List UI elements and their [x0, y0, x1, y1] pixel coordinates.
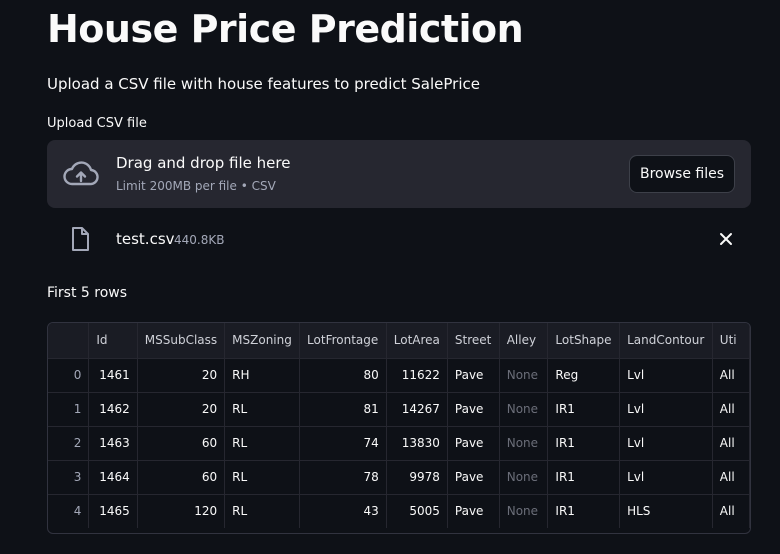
row-index: 4: [48, 494, 90, 528]
dropzone-limit: Limit 200MB per file • CSV: [116, 179, 276, 193]
cell-utilities: All: [712, 494, 750, 528]
cell-landcontour: Lvl: [619, 392, 713, 427]
table-caption: First 5 rows: [47, 285, 128, 301]
cell-lotfrontage: 43: [299, 494, 387, 528]
column-header-id[interactable]: Id: [88, 323, 138, 359]
cell-id: 1462: [88, 392, 138, 427]
table-row: 2 1463 60 RL 74 13830 Pave None IR1 Lvl …: [48, 426, 750, 461]
dropzone-instructions: Drag and drop file here: [116, 154, 291, 172]
cell-street: Pave: [447, 392, 500, 427]
cell-utilities: All: [712, 426, 750, 461]
cell-lotarea: 11622: [386, 358, 448, 393]
cell-alley: None: [499, 392, 549, 427]
table-row: 1 1462 20 RL 81 14267 Pave None IR1 Lvl …: [48, 392, 750, 427]
table-row: 0 1461 20 RH 80 11622 Pave None Reg Lvl …: [48, 358, 750, 393]
file-size: 440.8KB: [174, 233, 225, 247]
cell-mssubclass: 20: [137, 358, 226, 393]
cell-lotshape: IR1: [547, 392, 621, 427]
column-header-lotfrontage[interactable]: LotFrontage: [299, 323, 387, 359]
file-dropzone[interactable]: Drag and drop file here Limit 200MB per …: [47, 140, 751, 208]
cell-id: 1464: [88, 460, 138, 495]
cell-lotfrontage: 74: [299, 426, 387, 461]
page-title: House Price Prediction: [47, 7, 524, 51]
cell-id: 1461: [88, 358, 138, 393]
cell-street: Pave: [447, 460, 500, 495]
row-index: 2: [48, 426, 90, 461]
cell-lotarea: 14267: [386, 392, 448, 427]
column-header-alley[interactable]: Alley: [499, 323, 549, 359]
cell-alley: None: [499, 460, 549, 495]
cell-mszoning: RL: [224, 426, 301, 461]
column-header-landcontour[interactable]: LandContour: [619, 323, 713, 359]
cell-mszoning: RH: [224, 358, 301, 393]
cell-alley: None: [499, 426, 549, 461]
cell-utilities: All: [712, 358, 750, 393]
column-header-index[interactable]: [48, 323, 90, 359]
table-row: 4 1465 120 RL 43 5005 Pave None IR1 HLS …: [48, 494, 750, 528]
uploaded-file: test.csv 440.8KB: [47, 222, 751, 258]
cell-lotfrontage: 78: [299, 460, 387, 495]
column-header-utilities[interactable]: Uti: [712, 323, 750, 359]
cell-mssubclass: 120: [137, 494, 226, 528]
cell-alley: None: [499, 494, 549, 528]
row-index: 0: [48, 358, 90, 393]
cell-lotshape: IR1: [547, 460, 621, 495]
cell-lotshape: IR1: [547, 426, 621, 461]
cell-landcontour: HLS: [619, 494, 713, 528]
cell-lotshape: IR1: [547, 494, 621, 528]
close-icon[interactable]: [719, 232, 733, 246]
row-index: 1: [48, 392, 90, 427]
file-icon: [72, 227, 89, 251]
cell-lotfrontage: 80: [299, 358, 387, 393]
table-header-row: Id MSSubClass MSZoning LotFrontage LotAr…: [48, 323, 750, 359]
cell-street: Pave: [447, 494, 500, 528]
column-header-lotshape[interactable]: LotShape: [547, 323, 621, 359]
cell-lotarea: 13830: [386, 426, 448, 461]
cell-mssubclass: 60: [137, 460, 226, 495]
browse-files-button[interactable]: Browse files: [629, 155, 735, 193]
cell-landcontour: Lvl: [619, 426, 713, 461]
cell-lotarea: 9978: [386, 460, 448, 495]
cell-utilities: All: [712, 392, 750, 427]
cell-mszoning: RL: [224, 392, 301, 427]
column-header-mszoning[interactable]: MSZoning: [224, 323, 301, 359]
cell-lotshape: Reg: [547, 358, 621, 393]
data-table[interactable]: Id MSSubClass MSZoning LotFrontage LotAr…: [47, 322, 751, 534]
cloud-upload-icon: [63, 161, 99, 186]
cell-utilities: All: [712, 460, 750, 495]
column-header-lotarea[interactable]: LotArea: [386, 323, 448, 359]
cell-landcontour: Lvl: [619, 460, 713, 495]
table-row: 3 1464 60 RL 78 9978 Pave None IR1 Lvl A…: [48, 460, 750, 495]
cell-lotfrontage: 81: [299, 392, 387, 427]
cell-mszoning: RL: [224, 494, 301, 528]
cell-id: 1465: [88, 494, 138, 528]
file-name: test.csv: [116, 230, 175, 248]
cell-street: Pave: [447, 426, 500, 461]
cell-alley: None: [499, 358, 549, 393]
row-index: 3: [48, 460, 90, 495]
upload-label: Upload CSV file: [47, 116, 147, 131]
page-subtitle: Upload a CSV file with house features to…: [47, 75, 480, 93]
cell-mssubclass: 60: [137, 426, 226, 461]
column-header-street[interactable]: Street: [447, 323, 500, 359]
cell-lotarea: 5005: [386, 494, 448, 528]
cell-id: 1463: [88, 426, 138, 461]
cell-mszoning: RL: [224, 460, 301, 495]
cell-street: Pave: [447, 358, 500, 393]
cell-landcontour: Lvl: [619, 358, 713, 393]
cell-mssubclass: 20: [137, 392, 226, 427]
column-header-mssubclass[interactable]: MSSubClass: [137, 323, 226, 359]
